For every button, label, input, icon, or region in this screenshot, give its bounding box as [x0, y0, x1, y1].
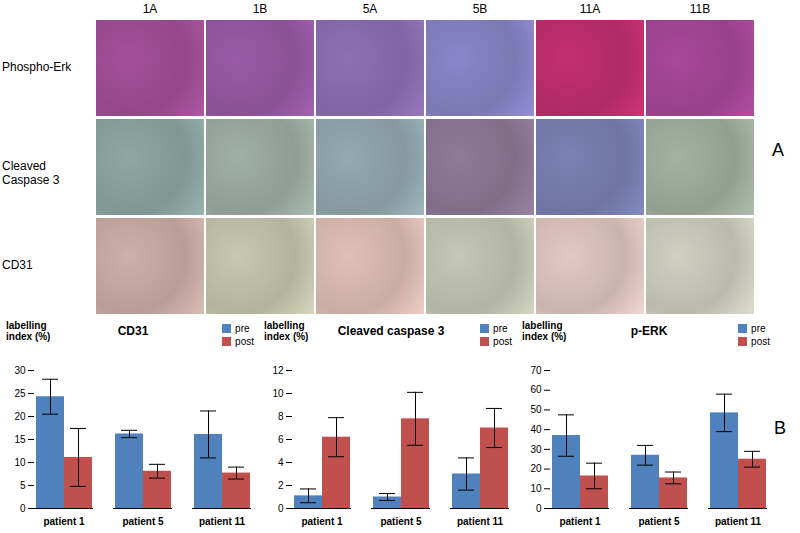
- svg-text:4: 4: [278, 457, 284, 468]
- svg-text:6: 6: [278, 434, 284, 445]
- svg-text:0: 0: [278, 503, 284, 514]
- html-text:CD31: CD31: [2, 258, 33, 272]
- html-text:Phospho-Erk: Phospho-Erk: [2, 60, 72, 74]
- svg-text:60: 60: [530, 384, 542, 395]
- svg-text:patient 5: patient 5: [380, 516, 422, 527]
- svg-text:patient 5: patient 5: [638, 516, 680, 527]
- html-text:1B: 1B: [252, 2, 268, 16]
- html-text:post: post: [493, 336, 512, 347]
- html-text:CD31: CD31: [117, 324, 149, 338]
- html-text:11A: 11A: [579, 2, 601, 16]
- svg-text:25: 25: [14, 388, 26, 399]
- svg-text:40: 40: [530, 424, 542, 435]
- svg-text:20: 20: [14, 411, 26, 422]
- html-text:pre: pre: [235, 323, 250, 334]
- svg-text:10: 10: [272, 388, 284, 399]
- html-text:pre: pre: [751, 323, 766, 334]
- html-text:labelling index (%): labelling index (%): [522, 320, 567, 342]
- svg-text:30: 30: [14, 365, 26, 376]
- svg-text:10: 10: [14, 457, 26, 468]
- html-text:1A: 1A: [142, 2, 158, 16]
- svg-text:patient 1: patient 1: [43, 516, 85, 527]
- svg-text:patient 5: patient 5: [122, 516, 164, 527]
- svg-text:patient 11: patient 11: [715, 516, 762, 527]
- svg-text:5: 5: [20, 480, 26, 491]
- svg-text:0: 0: [20, 503, 26, 514]
- html-text:pre: pre: [493, 323, 508, 334]
- html-text:B: B: [774, 418, 786, 438]
- svg-text:patient 1: patient 1: [301, 516, 343, 527]
- svg-text:12: 12: [272, 365, 284, 376]
- svg-text:patient 11: patient 11: [199, 516, 246, 527]
- svg-text:patient 1: patient 1: [559, 516, 601, 527]
- svg-text:patient 11: patient 11: [457, 516, 504, 527]
- svg-text:70: 70: [530, 365, 542, 376]
- svg-text:2: 2: [278, 480, 284, 491]
- svg-text:0: 0: [536, 503, 542, 514]
- html-text:11B: 11B: [689, 2, 711, 16]
- html-text:labelling index (%): labelling index (%): [6, 320, 51, 342]
- html-text:Cleaved caspase 3: Cleaved caspase 3: [337, 324, 445, 338]
- html-text:5B: 5B: [472, 2, 488, 16]
- svg-text:15: 15: [14, 434, 26, 445]
- html-text:p-ERK: p-ERK: [630, 324, 668, 338]
- svg-text:50: 50: [530, 404, 542, 415]
- svg-text:20: 20: [530, 463, 542, 474]
- html-text:Cleaved Caspase 3: Cleaved Caspase 3: [2, 159, 60, 187]
- svg-text:8: 8: [278, 411, 284, 422]
- svg-text:10: 10: [530, 483, 542, 494]
- html-text:post: post: [751, 336, 770, 347]
- html-text:A: A: [772, 140, 784, 160]
- html-text:5A: 5A: [362, 2, 378, 16]
- svg-text:30: 30: [530, 444, 542, 455]
- html-text:labelling index (%): labelling index (%): [264, 320, 309, 342]
- html-text:post: post: [235, 336, 254, 347]
